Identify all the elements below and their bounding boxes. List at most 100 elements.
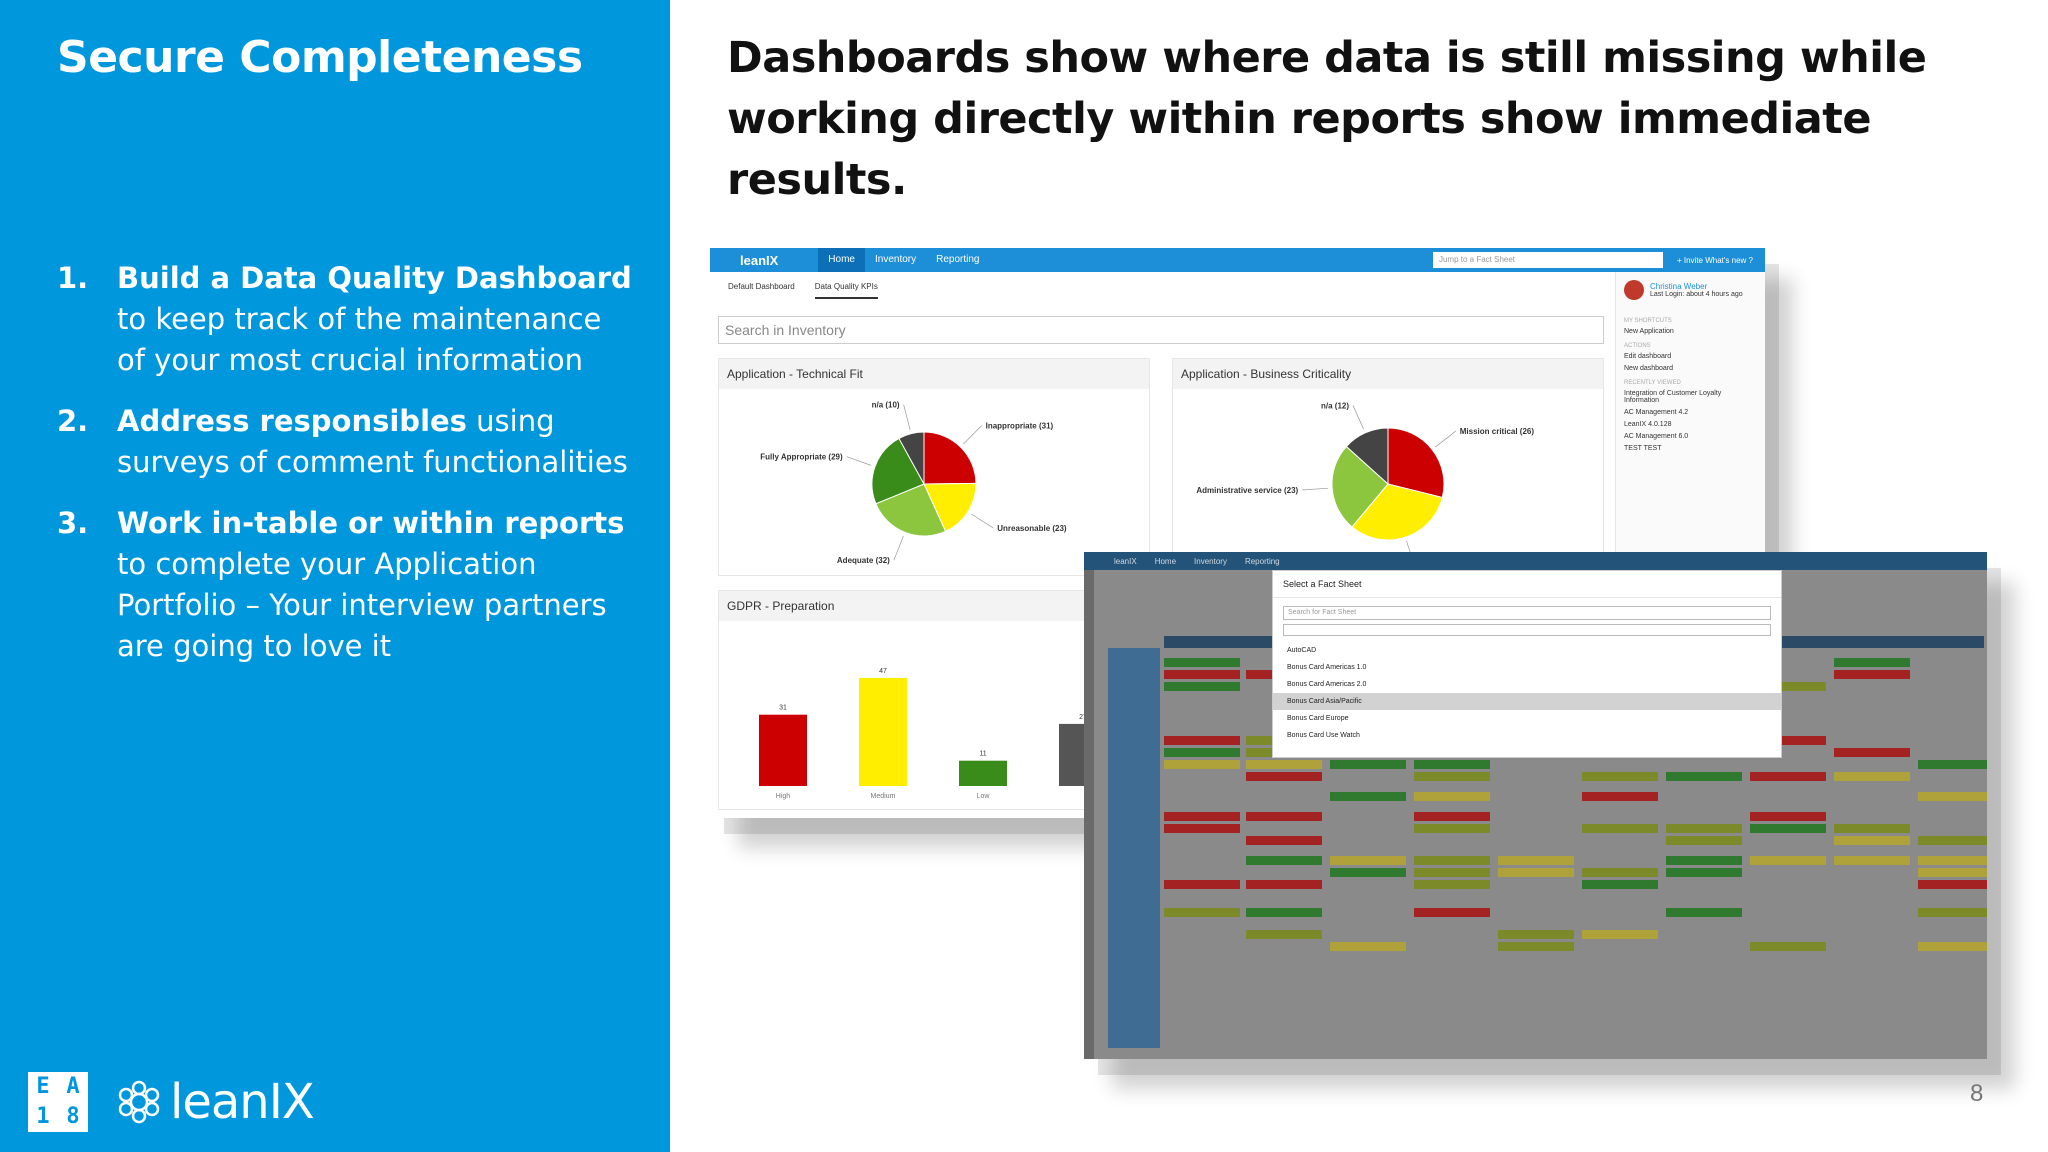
grid-cell[interactable] <box>1750 772 1826 781</box>
grid-cell[interactable] <box>1582 930 1658 939</box>
nav-tab-reporting[interactable]: Reporting <box>936 254 980 265</box>
nav-tab-inventory[interactable]: Inventory <box>874 254 917 265</box>
tab-data-quality[interactable]: Data Quality KPIs <box>814 282 878 299</box>
pie-slice[interactable] <box>1345 427 1389 486</box>
grid-cell[interactable] <box>1834 658 1910 667</box>
bar[interactable] <box>959 760 1007 786</box>
grid-cell[interactable] <box>1164 908 1240 917</box>
grid-cell[interactable] <box>1498 942 1574 951</box>
nav-right-links[interactable]: + Invite What's new ? <box>1676 255 1753 265</box>
grid-cell[interactable] <box>1498 868 1574 877</box>
grid-cell[interactable] <box>1582 880 1658 889</box>
grid-cell[interactable] <box>1164 658 1240 667</box>
grid-cell[interactable] <box>1164 748 1240 757</box>
grid-cell[interactable] <box>1164 682 1240 691</box>
grid-cell[interactable] <box>1750 942 1826 951</box>
grid-cell[interactable] <box>1666 772 1742 781</box>
inventory-search-input[interactable]: Search in Inventory <box>718 316 1604 344</box>
edit-dashboard-link[interactable]: Edit dashboard <box>1624 353 1672 360</box>
grid-cell[interactable] <box>1750 824 1826 833</box>
pie-slice[interactable] <box>871 437 925 505</box>
recent-link[interactable]: TEST TEST <box>1624 445 1662 452</box>
grid-cell[interactable] <box>1164 824 1240 833</box>
grid-cell[interactable] <box>1666 856 1742 865</box>
pie-slice[interactable] <box>898 431 925 485</box>
grid-cell[interactable] <box>1414 824 1490 833</box>
fact-sheet-option[interactable]: Bonus Card Americas 1.0 <box>1287 664 1367 671</box>
grid-cell[interactable] <box>1582 824 1658 833</box>
tab-default-dashboard[interactable]: Default Dashboard <box>728 282 795 291</box>
grid-cell[interactable] <box>1414 812 1490 821</box>
grid-cell[interactable] <box>1414 868 1490 877</box>
grid-cell[interactable] <box>1164 880 1240 889</box>
pie-slice[interactable] <box>923 482 977 532</box>
grid-cell[interactable] <box>1834 856 1910 865</box>
grid-cell[interactable] <box>1330 868 1406 877</box>
fact-sheet-option[interactable]: Bonus Card Asia/Pacific <box>1273 693 1781 710</box>
grid-cell[interactable] <box>1666 868 1742 877</box>
recent-link[interactable]: AC Management 6.0 <box>1624 433 1689 440</box>
grid-cell[interactable] <box>1164 736 1240 745</box>
fact-sheet-option[interactable]: AutoCAD <box>1287 647 1317 654</box>
grid-cell[interactable] <box>1246 772 1322 781</box>
grid-cell[interactable] <box>1750 736 1826 745</box>
grid-cell[interactable] <box>1246 760 1322 769</box>
grid-cell[interactable] <box>1750 812 1826 821</box>
grid-cell[interactable] <box>1414 856 1490 865</box>
grid-cell[interactable] <box>1666 836 1742 845</box>
grid-cell[interactable] <box>1246 856 1322 865</box>
fact-sheet-option[interactable]: Bonus Card Use Watch <box>1287 732 1360 739</box>
grid-cell[interactable] <box>1582 772 1658 781</box>
pie-slice[interactable] <box>923 431 977 485</box>
grid-cell[interactable] <box>1330 942 1406 951</box>
nav-tab-home[interactable]: Home <box>1154 556 1177 566</box>
grid-cell[interactable] <box>1834 670 1910 679</box>
grid-cell[interactable] <box>1666 908 1742 917</box>
bar[interactable] <box>859 677 907 786</box>
recent-link[interactable]: AC Management 4.2 <box>1624 409 1689 416</box>
grid-cell[interactable] <box>1498 856 1574 865</box>
grid-cell[interactable] <box>1164 760 1240 769</box>
grid-cell[interactable] <box>1918 868 1987 877</box>
recent-link[interactable]: Integration of Customer Loyalty Informat… <box>1624 390 1722 404</box>
grid-cell[interactable] <box>1414 908 1490 917</box>
jump-to-input[interactable]: Jump to a Fact Sheet <box>1432 252 1663 268</box>
grid-cell[interactable] <box>1918 760 1987 769</box>
pie-slice[interactable] <box>1387 427 1445 499</box>
bar[interactable] <box>759 714 807 786</box>
grid-cell[interactable] <box>1666 824 1742 833</box>
app-logo[interactable]: leanIX <box>740 252 779 268</box>
grid-cell[interactable] <box>1164 812 1240 821</box>
grid-cell[interactable] <box>1330 760 1406 769</box>
grid-cell[interactable] <box>1330 792 1406 801</box>
grid-cell[interactable] <box>1834 748 1910 757</box>
grid-cell[interactable] <box>1246 880 1322 889</box>
fact-sheet-search-input[interactable]: Search for Fact Sheet <box>1283 606 1771 620</box>
grid-cell[interactable] <box>1164 670 1240 679</box>
nav-tab-reporting[interactable]: Reporting <box>1244 556 1280 566</box>
grid-cell[interactable] <box>1246 836 1322 845</box>
grid-cell[interactable] <box>1414 760 1490 769</box>
grid-cell[interactable] <box>1246 908 1322 917</box>
grid-cell[interactable] <box>1330 856 1406 865</box>
pie-slice[interactable] <box>1331 445 1389 528</box>
new-dashboard-link[interactable]: New dashboard <box>1624 365 1674 372</box>
nav-tab-inventory[interactable]: Inventory <box>1194 556 1227 566</box>
fact-sheet-option[interactable]: Bonus Card Europe <box>1287 715 1349 722</box>
pie-slice[interactable] <box>1351 483 1443 541</box>
grid-cell[interactable] <box>1834 836 1910 845</box>
grid-cell[interactable] <box>1582 868 1658 877</box>
new-application-link[interactable]: New Application <box>1624 328 1674 335</box>
grid-cell[interactable] <box>1414 792 1490 801</box>
grid-cell[interactable] <box>1834 772 1910 781</box>
grid-cell[interactable] <box>1414 772 1490 781</box>
grid-cell[interactable] <box>1246 812 1322 821</box>
app-logo[interactable]: leanIX <box>1114 556 1137 566</box>
grid-cell[interactable] <box>1918 856 1987 865</box>
fact-sheet-option[interactable]: Bonus Card Americas 2.0 <box>1287 681 1367 688</box>
grid-cell[interactable] <box>1918 880 1987 889</box>
user-name[interactable]: Christina Weber <box>1650 282 1708 291</box>
grid-cell[interactable] <box>1582 792 1658 801</box>
grid-cell[interactable] <box>1750 682 1826 691</box>
grid-cell[interactable] <box>1246 930 1322 939</box>
